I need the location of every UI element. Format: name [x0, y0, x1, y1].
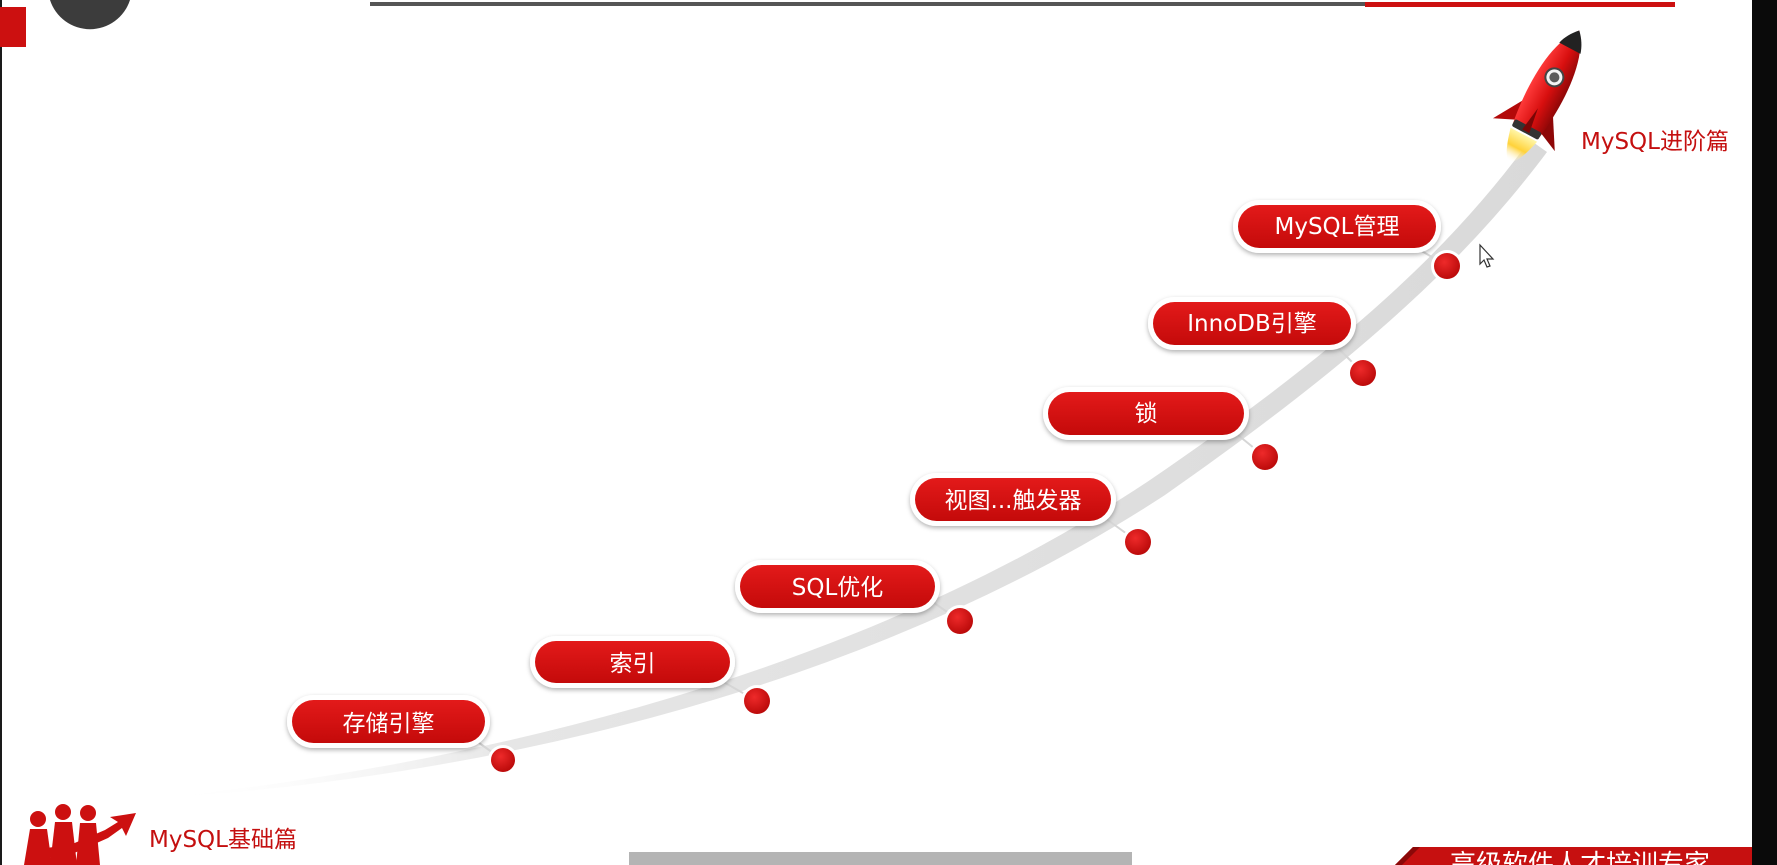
- milestone-label: 存储引擎: [343, 711, 435, 737]
- milestone-pill: [1238, 205, 1436, 248]
- milestone-pill: [292, 700, 485, 743]
- milestone-pill: [740, 565, 935, 608]
- rocket-flame: [1506, 127, 1538, 162]
- horizontal-scrollbar[interactable]: [629, 852, 1132, 865]
- start-label: MySQL基础篇: [149, 827, 297, 853]
- milestone-label: SQL优化: [792, 575, 884, 601]
- footer-text: 高级软件人才培训专家: [1450, 850, 1710, 865]
- footer-banner: 高级软件人才培训专家: [1395, 847, 1752, 865]
- milestone-mysql-admin: MySQL管理: [1233, 200, 1463, 282]
- milestone-pill: [1153, 302, 1351, 345]
- milestone-label: 视图...触发器: [945, 488, 1082, 514]
- milestone-dot: [1434, 253, 1460, 279]
- milestone-sql-optimization: SQL优化: [735, 560, 976, 637]
- header-bar: [0, 0, 1675, 47]
- milestone-list: 存储引擎 索引 SQL优化 视图...触发器: [287, 200, 1463, 775]
- milestone-dot: [947, 608, 973, 634]
- milestone-pill: [535, 641, 730, 683]
- left-edge: [0, 0, 2, 865]
- milestone-pill: [1048, 392, 1244, 435]
- milestone-label: 索引: [610, 651, 656, 677]
- end-label: MySQL进阶篇: [1581, 129, 1729, 155]
- logo-circle: [50, 0, 130, 30]
- milestone-dot: [1252, 444, 1278, 470]
- milestone-label: MySQL管理: [1275, 214, 1400, 240]
- milestone-lock: 锁: [1043, 387, 1281, 473]
- milestone-dot: [744, 688, 770, 714]
- header-line-accent: [1365, 2, 1675, 7]
- corner-accent: [0, 7, 26, 47]
- header-line: [370, 2, 1365, 6]
- milestone-dot: [1125, 529, 1151, 555]
- milestone-dot: [1350, 360, 1376, 386]
- milestone-label: InnoDB引擎: [1187, 311, 1317, 337]
- rocket-icon: [1492, 30, 1582, 162]
- milestone-label: 锁: [1135, 401, 1158, 427]
- team-icon: [24, 804, 136, 865]
- milestone-storage-engine: 存储引擎: [287, 695, 518, 775]
- mouse-cursor-icon: [1479, 243, 1495, 268]
- right-margin: [1752, 0, 1777, 865]
- milestone-views-triggers: 视图...触发器: [910, 473, 1154, 558]
- milestone-pill: [915, 478, 1111, 521]
- milestone-dot: [491, 748, 515, 772]
- milestone-index: 索引: [530, 636, 773, 717]
- milestone-innodb: InnoDB引擎: [1148, 297, 1379, 389]
